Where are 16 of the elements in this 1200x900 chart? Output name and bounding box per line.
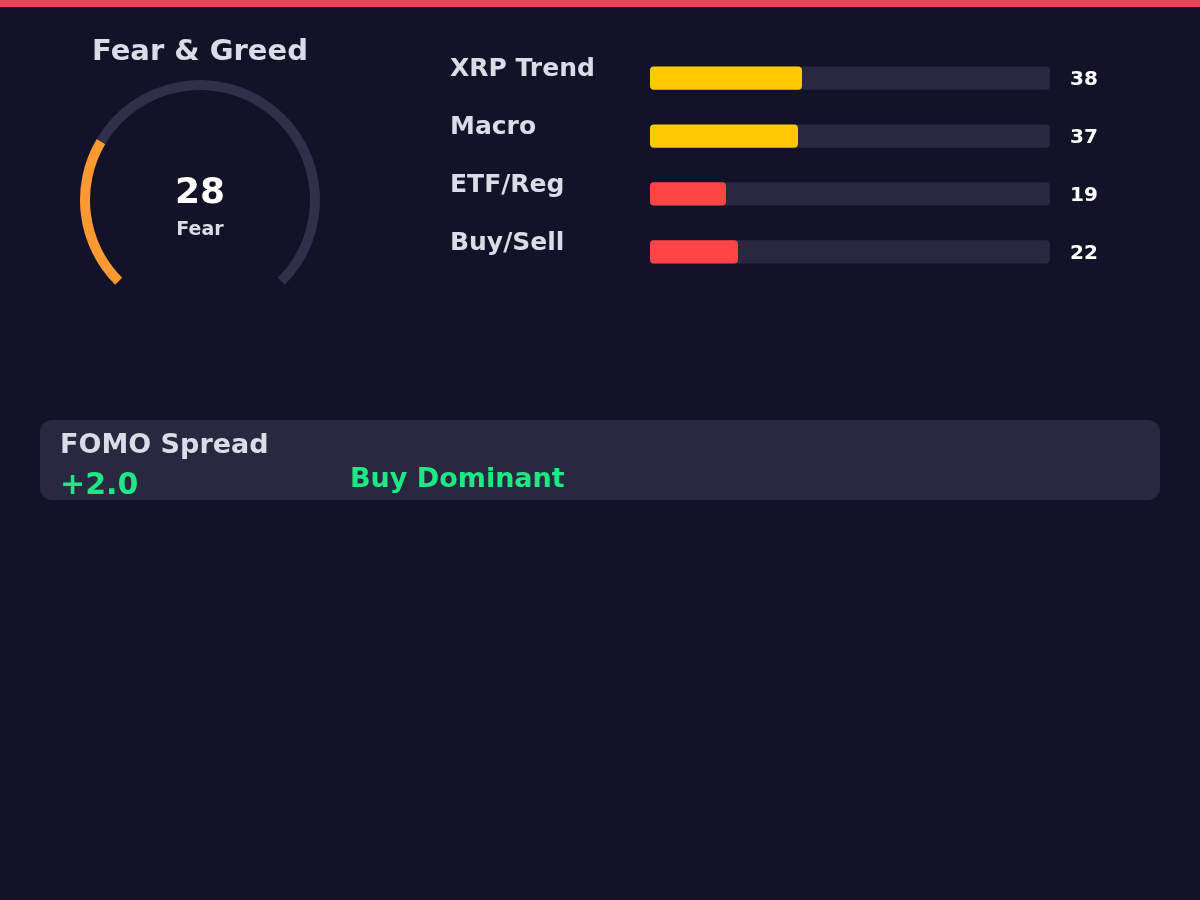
text: Fear (176, 217, 225, 239)
data-label: 22 (1070, 239, 1098, 264)
text: 28 (174, 170, 226, 211)
y-tick-label: ETF/Reg (450, 168, 565, 198)
data-label: 38 (1070, 66, 1098, 91)
y-tick-label: Buy/Sell (450, 226, 565, 256)
y-tick-label: Macro (450, 111, 537, 141)
data-label: 37 (1070, 124, 1098, 149)
bar (650, 240, 738, 264)
text: Buy Dominant (350, 462, 565, 493)
text: FOMO Spread (60, 428, 269, 459)
text: +2.0 (60, 466, 139, 501)
chart-title: Fear & Greed (92, 33, 308, 67)
bar (650, 182, 726, 206)
y-tick-label: XRP Trend (450, 53, 595, 83)
data-label: 19 (1070, 181, 1098, 206)
